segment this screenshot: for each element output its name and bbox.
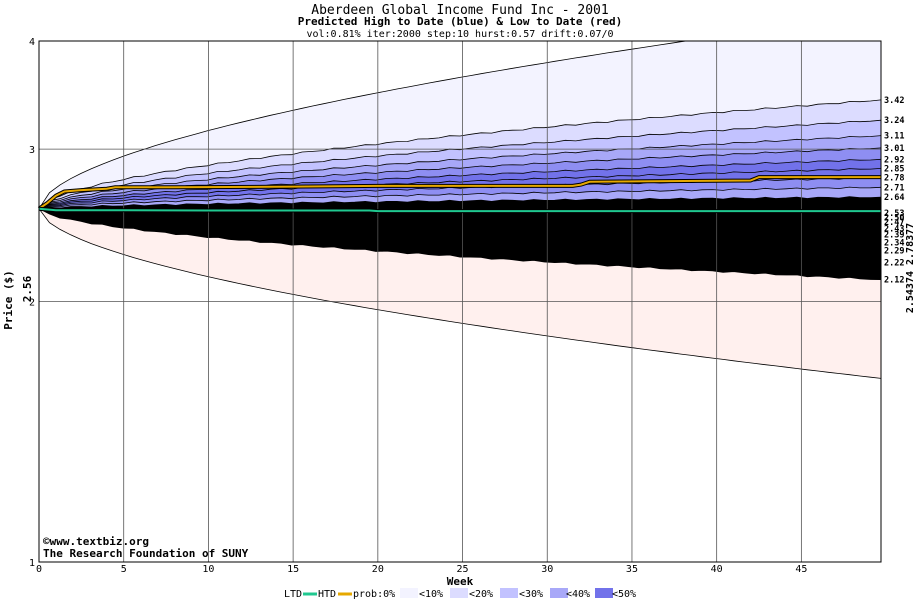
mid-level-label-1: 2.50: [884, 214, 904, 224]
band-edge-2: [39, 119, 881, 210]
high-band-7: [39, 177, 881, 209]
low-level-label-4: 2.22: [884, 258, 904, 268]
probability-bands: [39, 41, 881, 379]
high-level-label-1: 3.24: [884, 116, 904, 126]
x-tick-35: 35: [626, 564, 638, 575]
x-tick-30: 30: [541, 564, 553, 575]
high-level-label-6: 2.78: [884, 174, 904, 184]
high-band-2: [39, 120, 881, 209]
low-level-label-2: 2.34: [884, 238, 904, 248]
x-tick-5: 5: [121, 564, 127, 575]
right-values-label: 2.54374 2.78377: [905, 223, 916, 313]
band-edge-12: [39, 208, 881, 236]
legend-prob: prob:0%: [353, 589, 395, 600]
band-edge-8: [39, 186, 881, 210]
series-lines: [37, 175, 881, 214]
credit-org: The Research Foundation of SUNY: [43, 547, 249, 560]
chart-params: vol:0.81% iter:2000 step:10 hurst:0.57 d…: [306, 29, 613, 40]
legend-p50: <50%: [612, 589, 636, 600]
chart-subtitle: Predicted High to Date (blue) & Low to D…: [298, 15, 623, 28]
x-tick-25: 25: [457, 564, 469, 575]
x-axis-label: Week: [447, 575, 474, 588]
legend: LTD HTD prob:0% <10% <20% <30% <40% <50%: [284, 588, 636, 600]
y-tick-3: 3: [29, 145, 35, 156]
band-edge-5: [39, 158, 881, 210]
x-tick-40: 40: [711, 564, 723, 575]
legend-swatch-0: [400, 588, 418, 598]
high-level-label-7: 2.71: [884, 183, 904, 193]
low-level-label-1: 2.39: [884, 231, 904, 241]
high-level-label-4: 2.92: [884, 155, 904, 165]
legend-swatch-40: [595, 588, 613, 598]
y-tick-4: 4: [29, 37, 35, 48]
high-band-3: [39, 135, 881, 209]
band-edge-6: [39, 168, 881, 210]
chart-title: Aberdeen Global Income Fund Inc - 2001: [311, 3, 608, 18]
band-edge-14: [39, 208, 881, 252]
high-level-label-5: 2.85: [884, 164, 904, 174]
credit-url: ©www.textbiz.org: [43, 535, 149, 548]
band-edge-9: [39, 196, 881, 210]
high-band-5: [39, 159, 881, 209]
legend-ltd: LTD: [284, 589, 302, 600]
x-tick-0: 0: [36, 564, 42, 575]
ltd-series-line: [38, 207, 881, 213]
band-edge-13: [39, 208, 881, 244]
band-edge-1: [39, 99, 881, 209]
high-level-label-2: 3.11: [884, 132, 904, 142]
mid-level-label-0: 2.53: [884, 209, 904, 219]
legend-swatch-20: [500, 588, 518, 598]
legend-htd: HTD: [318, 589, 336, 600]
band-edge-11: [39, 208, 881, 229]
low-level-label-5: 2.12: [884, 276, 904, 286]
x-tick-15: 15: [287, 564, 299, 575]
high-band-4: [39, 147, 881, 209]
legend-p40: <40%: [566, 589, 590, 600]
start-price-label: 2.56: [21, 275, 34, 302]
y-tick-1: 1: [29, 558, 35, 569]
htd-series-line: [38, 176, 881, 210]
legend-p20: <20%: [469, 589, 493, 600]
high-level-label-8: 2.64: [884, 193, 904, 203]
mid-edge-2: [39, 208, 881, 223]
high-band-8: [39, 187, 881, 209]
legend-p10: <10%: [419, 589, 443, 600]
legend-p30: <30%: [519, 589, 543, 600]
band-edge-16: [39, 208, 881, 280]
legend-swatch-10: [450, 588, 468, 598]
band-layer: [39, 41, 881, 379]
level-labels: 3.42 3.24 3.11 3.012.922.852.782.712.64 2.53…: [884, 96, 904, 286]
low-band-6: [39, 208, 881, 280]
high-level-label-3: 3.01: [884, 144, 904, 154]
low-level-label-0: 2.43: [884, 224, 904, 234]
y-tick-2: 2: [29, 298, 35, 309]
high-band-0: [39, 41, 881, 209]
band-edge-3: [39, 135, 881, 210]
high-band-1: [39, 99, 881, 209]
high-level-label-0: 3.42: [884, 96, 904, 106]
low-level-label-3: 2.29: [884, 247, 904, 257]
x-tick-20: 20: [372, 564, 384, 575]
band-edge-10: [39, 208, 881, 379]
band-edge-15: [39, 208, 881, 263]
legend-swatch-30: [550, 588, 568, 598]
x-tick-45: 45: [795, 564, 807, 575]
y-axis-label: Price ($): [2, 270, 15, 330]
x-tick-10: 10: [202, 564, 214, 575]
plot-frame: [38, 40, 882, 563]
mid-level-label-2: 2.47: [884, 218, 904, 228]
band-edge-0: [39, 41, 689, 209]
axis-ticks: 0 5 10 15 20 25 30 35 40 45 1 2 3 4: [29, 37, 807, 575]
grid-lines: [39, 41, 881, 562]
high-band-6: [39, 168, 881, 209]
